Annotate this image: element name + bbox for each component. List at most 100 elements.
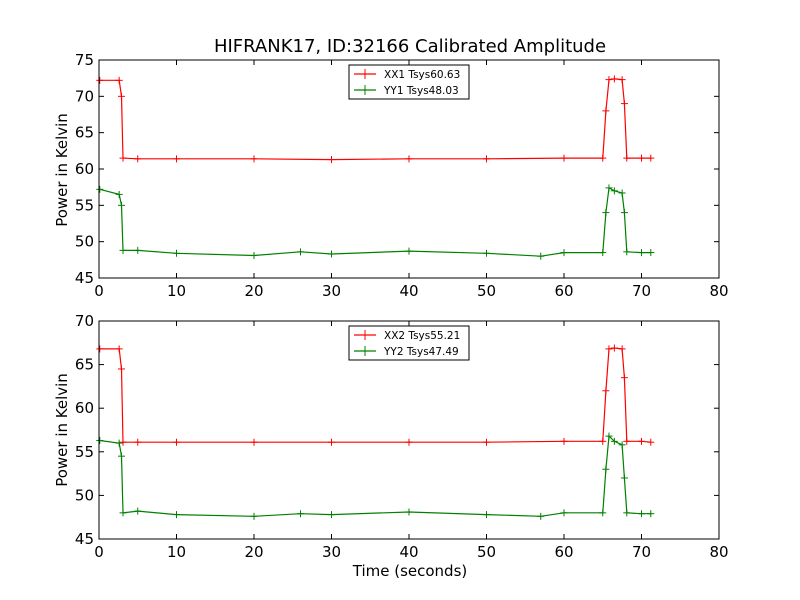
- x-tick-label-1-5: 50: [477, 543, 496, 561]
- data-point-0-1-13: [599, 249, 607, 257]
- x-tick-label-0-1: 10: [167, 282, 186, 300]
- data-point-1-0-7: [328, 438, 335, 446]
- bottom-ticks-group: 0 10 20 30 40 50 60 70 80 45 50 55 60 65 70: [75, 312, 729, 561]
- y-tick-label-0-4: 65: [75, 124, 94, 142]
- data-point-0-1-10: [483, 249, 490, 257]
- x-tick-label-0-0: 0: [94, 282, 104, 300]
- data-point-0-0-18: [638, 154, 645, 162]
- series-line-1-1: [99, 434, 651, 517]
- data-point-1-0-19: [647, 438, 655, 446]
- data-point-1-0-6: [250, 438, 258, 446]
- data-point-1-1-7: [297, 510, 304, 518]
- top-legend-label-xx1: XX1 Tsys60.63: [384, 69, 460, 81]
- x-tick-label-1-3: 30: [322, 543, 341, 561]
- x-tick-label-0-4: 40: [399, 282, 418, 300]
- series-line-0-1: [99, 186, 651, 257]
- data-point-0-1-0: [96, 185, 104, 193]
- data-point-0-1-12: [560, 249, 568, 257]
- bottom-x-axis-label: Time (seconds): [352, 562, 468, 580]
- data-point-0-1-8: [328, 250, 335, 258]
- data-point-0-1-1: [115, 190, 123, 198]
- data-point-1-1-6: [250, 512, 258, 520]
- data-point-0-1-6: [250, 251, 258, 259]
- data-point-1-0-13: [605, 345, 613, 353]
- bottom-legend-label-xx2: XX2 Tsys55.21: [384, 330, 460, 342]
- data-point-1-1-0: [96, 436, 104, 444]
- data-point-1-0-1: [115, 345, 123, 353]
- x-tick-label-1-4: 40: [399, 543, 418, 561]
- data-point-0-0-2: [117, 92, 125, 100]
- data-point-1-1-13: [599, 509, 607, 517]
- data-point-0-1-20: [638, 249, 645, 257]
- data-point-1-1-3: [119, 509, 127, 517]
- y-tick-label-1-4: 65: [75, 356, 94, 374]
- data-point-0-0-7: [328, 156, 335, 164]
- data-point-1-1-15: [605, 432, 613, 440]
- data-point-1-0-18: [638, 437, 645, 445]
- data-point-0-1-21: [647, 249, 655, 257]
- y-tick-label-0-5: 70: [75, 87, 94, 105]
- bottom-legend-label-yy2: YY2 Tsys47.49: [383, 346, 459, 358]
- x-tick-label-1-8: 80: [709, 543, 728, 561]
- x-tick-label-0-2: 20: [244, 282, 263, 300]
- y-tick-label-1-1: 50: [75, 486, 94, 504]
- data-point-0-1-4: [134, 246, 142, 254]
- data-point-0-1-17: [618, 189, 626, 197]
- data-point-1-0-9: [483, 438, 490, 446]
- data-point-0-0-12: [602, 107, 610, 115]
- data-point-0-0-10: [560, 154, 568, 162]
- data-point-0-0-15: [618, 76, 626, 84]
- data-point-0-1-18: [620, 209, 628, 217]
- data-point-0-0-16: [620, 100, 628, 108]
- data-point-0-1-15: [605, 184, 613, 192]
- data-point-0-1-14: [602, 209, 610, 217]
- data-point-1-1-10: [483, 511, 490, 519]
- top-y-axis-label: Power in Kelvin: [53, 113, 71, 227]
- bottom-y-axis-label: Power in Kelvin: [53, 373, 71, 487]
- x-tick-label-0-6: 60: [554, 282, 573, 300]
- data-point-0-0-9: [483, 155, 490, 163]
- data-point-1-1-2: [117, 452, 125, 460]
- top-legend-label-yy1: YY1 Tsys48.03: [383, 85, 459, 97]
- data-point-1-0-4: [134, 438, 142, 446]
- y-tick-label-1-2: 55: [75, 443, 94, 461]
- data-point-1-0-3: [119, 438, 127, 446]
- data-point-1-1-1: [115, 439, 123, 447]
- data-point-1-1-5: [173, 511, 180, 519]
- data-point-0-0-19: [647, 154, 655, 162]
- data-point-0-0-6: [250, 155, 258, 163]
- data-point-0-1-7: [297, 248, 304, 256]
- data-point-1-0-10: [560, 437, 568, 445]
- data-point-1-0-17: [623, 437, 631, 445]
- data-point-1-1-16: [610, 437, 618, 445]
- x-tick-label-1-6: 60: [554, 543, 573, 561]
- top-chart-title: HIFRANK17, ID:32166 Calibrated Amplitude: [214, 36, 606, 57]
- top-legend: XX1 Tsys60.63 YY1 Tsys48.03: [348, 64, 470, 100]
- data-point-0-0-5: [173, 155, 180, 163]
- data-point-0-1-3: [119, 246, 127, 254]
- data-point-1-0-5: [173, 438, 180, 446]
- data-point-0-0-1: [115, 76, 123, 84]
- data-point-1-1-18: [620, 474, 628, 482]
- data-point-1-0-11: [599, 437, 607, 445]
- y-tick-label-0-3: 60: [75, 160, 94, 178]
- y-tick-label-1-3: 60: [75, 399, 94, 417]
- data-point-1-1-19: [623, 509, 631, 517]
- data-point-0-0-0: [96, 76, 104, 84]
- data-point-1-1-8: [328, 511, 335, 519]
- bottom-series-group: [96, 344, 655, 520]
- y-tick-label-0-0: 45: [75, 269, 94, 287]
- data-point-1-1-20: [638, 510, 645, 518]
- x-tick-label-0-7: 70: [632, 282, 651, 300]
- data-point-1-1-12: [560, 509, 568, 517]
- y-tick-label-1-5: 70: [75, 312, 94, 330]
- data-point-1-1-21: [647, 510, 655, 518]
- x-tick-label-1-2: 20: [244, 543, 263, 561]
- data-point-0-0-11: [599, 154, 607, 162]
- data-point-0-0-3: [119, 154, 127, 162]
- data-point-1-0-16: [620, 374, 628, 382]
- x-tick-label-0-5: 50: [477, 282, 496, 300]
- data-point-0-1-5: [173, 249, 180, 257]
- top-series-group: [96, 75, 655, 260]
